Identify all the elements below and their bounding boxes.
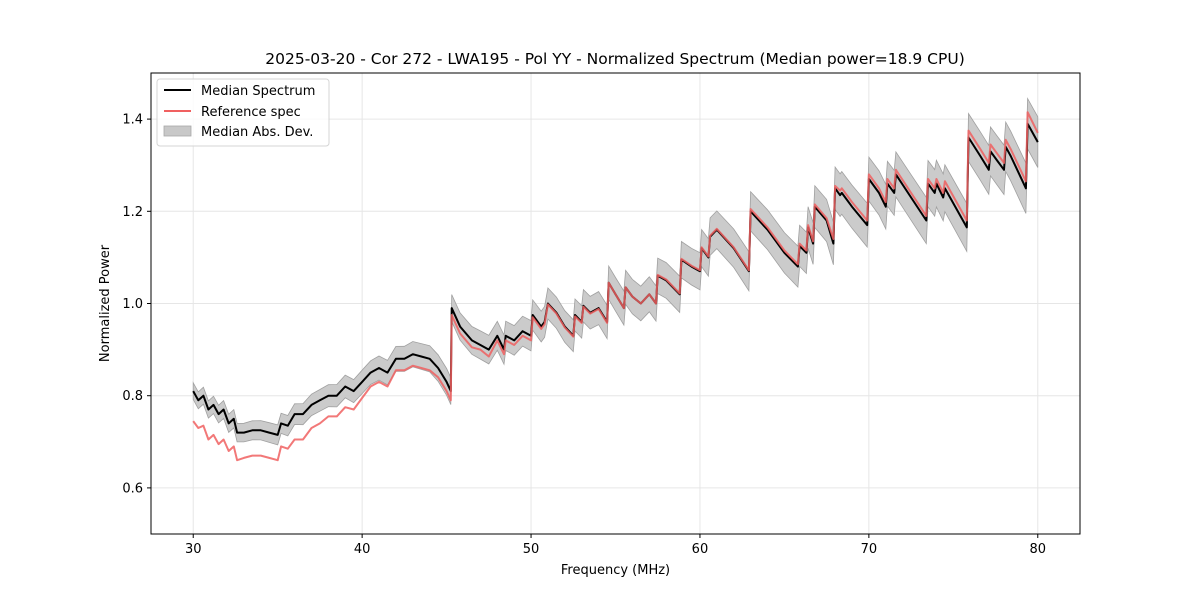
y-tick-label: 1.0 <box>122 297 143 312</box>
legend: Median Spectrum Reference spec Median Ab… <box>156 78 330 147</box>
y-tick-label: 0.6 <box>122 481 143 496</box>
x-tick-label: 80 <box>1029 542 1046 557</box>
legend-median-label: Median Spectrum <box>201 84 315 99</box>
y-tick-label: 1.2 <box>122 205 143 220</box>
x-tick-label: 30 <box>185 542 202 557</box>
y-axis-ticks: 0.6 0.8 1.0 1.2 1.4 <box>122 113 151 496</box>
legend-reference-label: Reference spec <box>201 105 301 120</box>
x-tick-label: 40 <box>354 542 371 557</box>
series-layer <box>192 111 1039 462</box>
y-tick-label: 0.8 <box>122 389 143 404</box>
chart-title: 2025-03-20 - Cor 272 - LWA195 - Pol YY -… <box>265 50 965 68</box>
x-axis-ticks: 30 40 50 60 70 80 <box>185 534 1046 557</box>
x-tick-label: 70 <box>861 542 878 557</box>
x-axis-label: Frequency (MHz) <box>561 563 670 578</box>
x-tick-label: 60 <box>692 542 709 557</box>
legend-box <box>156 78 330 147</box>
plot-area: 30 40 50 60 70 80 0.6 0.8 1.0 1.2 1.4 <box>122 72 1081 557</box>
reference-spectrum-line <box>192 111 1039 462</box>
y-tick-label: 1.4 <box>122 113 143 128</box>
legend-mad-swatch <box>163 125 192 137</box>
x-tick-label: 50 <box>523 542 540 557</box>
y-axis-label: Normalized Power <box>98 244 113 362</box>
legend-mad-label: Median Abs. Dev. <box>201 125 313 140</box>
